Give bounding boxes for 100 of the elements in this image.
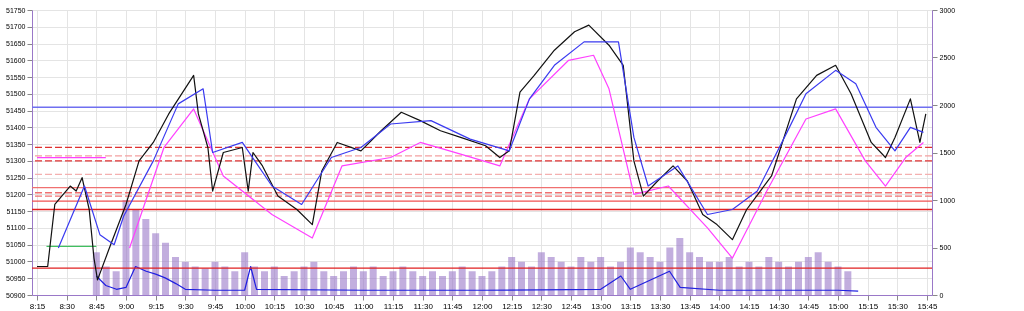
bar xyxy=(300,266,308,295)
bar xyxy=(557,261,565,295)
bar xyxy=(280,276,288,295)
x-tick-label: 12:30 xyxy=(531,301,553,311)
bar xyxy=(221,266,229,295)
x-tick-label: 14:15 xyxy=(739,301,761,311)
bar xyxy=(676,238,684,295)
bar xyxy=(409,271,417,295)
x-tick-label: 15:00 xyxy=(828,301,850,311)
bar xyxy=(181,261,189,295)
x-tick-label: 11:30 xyxy=(413,301,434,311)
bar xyxy=(567,266,575,295)
bar xyxy=(804,257,812,295)
x-tick-label: 12:00 xyxy=(472,301,494,311)
bar xyxy=(191,266,199,295)
x-tick-label: 15:30 xyxy=(887,301,909,311)
bar xyxy=(616,261,624,295)
x-tick-label: 8:30 xyxy=(59,301,76,311)
bar xyxy=(587,261,595,295)
bar xyxy=(537,252,545,295)
bar xyxy=(162,242,170,295)
x-tick-label: 9:15 xyxy=(148,301,165,311)
bar xyxy=(794,261,802,295)
bar xyxy=(725,257,733,295)
x-tick-label: 9:00 xyxy=(118,301,135,311)
bar xyxy=(152,233,160,295)
bar xyxy=(290,271,298,295)
bar xyxy=(359,271,367,295)
x-tick-label: 12:15 xyxy=(502,301,523,311)
x-tick-label: 10:45 xyxy=(324,301,345,311)
x-tick-label: 14:00 xyxy=(709,301,731,311)
bar xyxy=(715,261,723,295)
bar xyxy=(765,257,773,295)
bar xyxy=(547,257,555,295)
x-tick-label: 15:15 xyxy=(858,301,879,311)
bar xyxy=(112,271,120,295)
x-tick-label: 10:00 xyxy=(235,301,256,311)
x-tick-label: 11:00 xyxy=(354,301,375,311)
bar xyxy=(389,271,397,295)
bar xyxy=(686,252,694,295)
bar xyxy=(211,261,219,295)
x-tick-label: 13:15 xyxy=(620,301,642,311)
bar xyxy=(646,257,654,295)
bar xyxy=(429,271,437,295)
bar xyxy=(379,276,387,295)
bar xyxy=(814,252,822,295)
bar xyxy=(577,257,585,295)
bar xyxy=(745,261,753,295)
x-tick-label: 10:15 xyxy=(264,301,286,311)
bar xyxy=(310,261,318,295)
x-tick-label: 11:45 xyxy=(443,301,464,311)
x-tick-label: 9:30 xyxy=(178,301,195,311)
bar xyxy=(696,257,704,295)
line-series xyxy=(57,41,925,249)
bar xyxy=(340,271,348,295)
bar xyxy=(369,266,377,295)
bar xyxy=(270,266,278,295)
bar xyxy=(171,257,179,295)
bar xyxy=(824,261,832,295)
bar xyxy=(508,257,516,295)
bar xyxy=(597,257,605,295)
bar xyxy=(132,209,140,295)
bar xyxy=(419,276,427,295)
bar xyxy=(468,271,476,295)
bar xyxy=(320,271,328,295)
bar xyxy=(844,271,852,295)
bar xyxy=(626,247,634,295)
bar xyxy=(448,271,456,295)
x-tick-label: 13:45 xyxy=(680,301,701,311)
bar xyxy=(775,261,783,295)
bar xyxy=(231,271,239,295)
bar xyxy=(527,266,535,295)
x-tick-label: 13:30 xyxy=(650,301,672,311)
bar xyxy=(705,261,713,295)
bar xyxy=(656,261,664,295)
bar xyxy=(834,266,842,295)
x-tick-label: 11:15 xyxy=(383,301,404,311)
bar xyxy=(666,247,674,295)
bar xyxy=(518,261,526,295)
x-tick-label: 13:00 xyxy=(591,301,612,311)
bar xyxy=(735,266,743,295)
bar xyxy=(260,271,268,295)
line-series xyxy=(128,54,925,259)
line-series xyxy=(36,24,927,281)
bar xyxy=(438,276,446,295)
x-tick-label: 15:45 xyxy=(917,301,939,311)
x-tick-label: 9:45 xyxy=(207,301,224,311)
bar xyxy=(478,276,486,295)
bar xyxy=(142,219,150,295)
x-tick-label: 10:30 xyxy=(294,301,316,311)
x-tick-label: 14:30 xyxy=(769,301,790,311)
bar xyxy=(488,271,496,295)
bar xyxy=(785,266,793,295)
x-tick-label: 8:15 xyxy=(29,301,46,311)
bar xyxy=(755,266,763,295)
x-tick-label: 12:45 xyxy=(561,301,583,311)
x-tick-label: 14:45 xyxy=(798,301,820,311)
bar xyxy=(458,266,466,295)
x-tick-label: 8:45 xyxy=(89,301,106,311)
bar xyxy=(399,266,407,295)
